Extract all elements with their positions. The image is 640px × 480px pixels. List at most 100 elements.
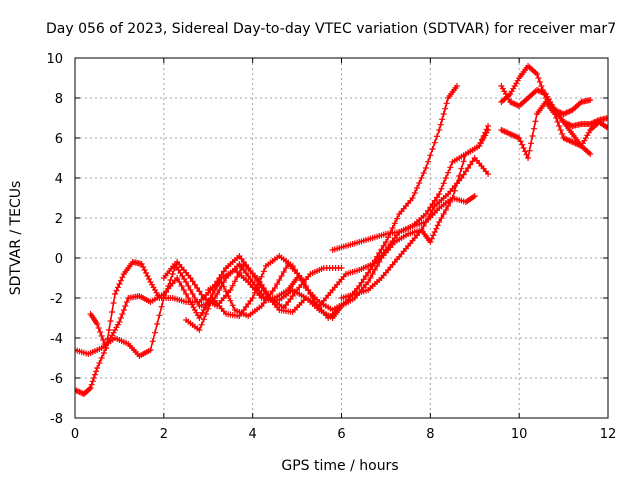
data-point [438,215,445,221]
data-point [431,229,438,235]
data-point [169,271,176,277]
data-point [103,345,110,351]
data-point [369,271,376,277]
data-point [449,195,456,201]
data-point [178,283,185,289]
data-point [120,307,127,313]
y-axis-label: SDTVAR / TECUs [8,181,24,296]
data-point [529,133,536,139]
data-point [251,289,258,296]
data-point [559,131,566,137]
data-point [467,161,474,168]
data-point [189,291,196,297]
data-point [100,337,107,343]
data-point [443,100,450,107]
x-tick-label: 4 [249,427,257,442]
data-point [167,277,174,283]
series-track-12 [551,107,594,157]
grid [75,58,608,418]
data-point [276,277,283,283]
data-point [418,175,425,181]
data-point [480,133,487,139]
data-point [462,168,469,175]
data-point [280,269,287,275]
data-point [147,347,154,353]
data-point [116,281,123,287]
y-tick-label: 2 [55,212,63,227]
data-point [100,350,107,356]
data-point [116,319,123,325]
data-point [447,199,454,205]
data-point [411,190,418,196]
data-point [378,246,385,253]
data-point [483,126,490,133]
data-point [207,300,214,307]
data-point [460,158,467,165]
data-point [465,165,472,171]
data-point [554,119,561,125]
data-point [258,273,265,280]
chart-title: Day 056 of 2023, Sidereal Day-to-day VTE… [46,21,616,37]
data-point [460,171,467,178]
data-point [106,327,113,333]
data-point [517,138,524,145]
data-point [436,127,443,133]
data-point [191,295,198,301]
data-point [119,274,126,281]
data-point [158,303,165,310]
data-point [180,287,187,293]
data-point [445,203,452,209]
data-point [409,195,416,201]
y-tick-label: -4 [50,332,63,347]
data-point [442,207,449,213]
data-point [98,355,105,361]
data-point [431,197,438,204]
series-track-5 [183,127,492,333]
data-point [430,232,437,239]
data-point [174,275,181,281]
data-point [183,279,190,285]
data-point [141,267,148,273]
data-point [367,266,374,273]
x-tick-label: 10 [511,427,528,442]
data-point [249,295,256,301]
data-point [113,287,120,294]
data-point [447,164,454,171]
data-point [530,125,537,132]
data-point [422,165,429,171]
data-point [196,327,203,333]
data-point [87,385,94,391]
data-point [254,284,261,291]
data-point [227,287,234,293]
data-point [425,158,432,165]
data-point [198,321,205,328]
data-point [374,263,381,269]
data-point [90,375,97,381]
data-point [218,271,225,278]
data-point [338,265,345,271]
data-point [176,279,183,285]
series-track-7 [329,193,478,253]
data-point [442,105,449,112]
data-point [302,283,309,289]
data-point [251,274,258,281]
data-point [485,123,492,129]
data-point [445,169,452,176]
data-point [605,125,608,131]
data-point [216,287,223,293]
data-point [469,158,476,165]
data-point [453,180,460,187]
data-point [376,259,383,265]
data-point [362,273,369,279]
series-line [332,195,476,251]
data-point [298,275,305,281]
data-point [476,143,483,149]
data-point [122,303,129,309]
data-point [434,222,441,229]
data-point [428,235,435,242]
data-point [86,386,93,392]
data-point [358,279,365,286]
data-point [587,97,594,103]
data-point [256,279,263,285]
data-point [227,297,234,304]
